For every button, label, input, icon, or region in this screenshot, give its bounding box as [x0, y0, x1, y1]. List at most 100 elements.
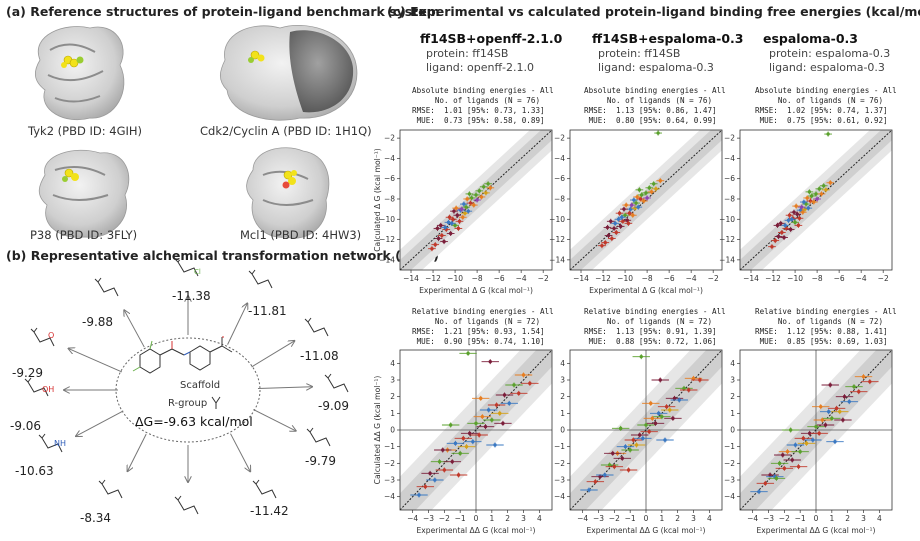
x-tick-label: −10: [447, 274, 463, 283]
data-point: [785, 212, 794, 218]
network-node-value: -9.06: [10, 419, 41, 433]
data-point: [804, 205, 813, 211]
data-point: [477, 194, 486, 200]
data-point: [861, 379, 879, 385]
data-point: [791, 219, 799, 225]
cdk2-label: Cdk2/Cyclin A (PBD ID: 1H1Q): [200, 124, 372, 138]
data-point: [586, 479, 605, 485]
y-tick-label: −8: [554, 194, 565, 203]
data-point: [637, 422, 655, 428]
network-arrow: [128, 433, 147, 471]
data-point: [458, 214, 467, 220]
y-tick-label: −2: [384, 459, 395, 468]
data-point: [443, 459, 461, 465]
data-point: [661, 407, 679, 413]
data-point: [464, 208, 473, 214]
x-tick-label: 1: [829, 514, 834, 523]
cyclopentyl-icon: [324, 373, 349, 393]
x-tick-label: 4: [707, 514, 712, 523]
y-tick-label: 2: [560, 392, 565, 401]
data-point: [434, 447, 452, 453]
data-point: [813, 417, 832, 423]
x-tick-label: −1: [625, 514, 636, 523]
svg-text:Cl: Cl: [194, 268, 201, 276]
x-tick-label: −8: [812, 274, 823, 283]
x-tick-label: 2: [845, 514, 850, 523]
data-point: [656, 178, 665, 184]
y-tick-label: −1: [554, 442, 565, 451]
y-tick-label: 4: [730, 359, 735, 368]
data-point: [654, 130, 662, 136]
methylamino-icon: NH: [38, 433, 66, 453]
data-point: [854, 374, 873, 380]
data-point: [845, 384, 863, 390]
y-tick-label: −2: [554, 459, 565, 468]
data-point: [807, 424, 825, 430]
data-point: [805, 189, 814, 195]
y-tick-label: 3: [560, 376, 565, 385]
data-point: [598, 243, 606, 249]
x-tick-label: 3: [521, 514, 526, 523]
data-point: [482, 190, 490, 196]
data-point: [604, 450, 622, 456]
y-tick-label: −1: [384, 442, 395, 451]
data-point: [470, 432, 488, 438]
network-node-value: -8.34: [80, 511, 111, 525]
binding-energy-plots: −14 −12 −10 −8 −6 −4 −2−14−12−10−8−6−4−2Experi…: [373, 129, 893, 535]
network-node-value: -9.29: [12, 366, 43, 380]
data-point: [619, 467, 638, 473]
data-point: [645, 185, 654, 191]
data-point: [665, 395, 684, 401]
data-point: [803, 195, 812, 201]
identity-line: [570, 130, 722, 270]
x-tick-label: −8: [642, 274, 653, 283]
panel-a-title: (a) Reference structures of protein-liga…: [6, 4, 440, 19]
data-point: [795, 215, 804, 221]
data-point: [433, 225, 442, 231]
network-arrow: [230, 433, 251, 472]
data-point: [624, 437, 643, 443]
data-point: [495, 392, 514, 398]
data-point: [472, 192, 480, 198]
x-tick-label: 0: [474, 514, 479, 523]
data-point: [612, 229, 621, 235]
y-tick-label: 3: [390, 376, 395, 385]
data-point: [613, 455, 631, 461]
data-point: [621, 447, 639, 453]
data-point: [467, 420, 485, 426]
data-point: [780, 235, 788, 241]
cyclopropyl-icon: [252, 479, 277, 499]
cyclopropyl-methyl-icon: [248, 269, 273, 289]
x-tick-label: 3: [861, 514, 866, 523]
data-point: [819, 183, 828, 189]
data-point: [628, 212, 637, 218]
data-point: [463, 196, 472, 202]
data-point: [421, 470, 439, 476]
method-ligand: ligand: espaloma-0.3: [598, 61, 714, 74]
svg-text:OH: OH: [42, 385, 54, 394]
data-point: [826, 439, 844, 445]
x-tick-label: −3: [763, 514, 774, 523]
data-point: [809, 199, 818, 205]
data-point: [774, 233, 783, 240]
data-point: [606, 218, 615, 224]
data-point: [435, 467, 454, 473]
data-point: [804, 437, 822, 443]
data-point: [624, 220, 633, 226]
data-point: [450, 208, 458, 214]
data-point: [789, 464, 808, 470]
data-point: [434, 236, 443, 242]
y-tick-label: −3: [384, 476, 395, 485]
network-node-value: -11.38: [172, 289, 211, 303]
data-point: [455, 218, 464, 224]
y-tick-label: −14: [379, 255, 395, 264]
network-arrow: [253, 409, 295, 430]
x-tick-label: −4: [516, 274, 527, 283]
y-tick-label: 1: [560, 409, 565, 418]
data-point: [457, 206, 466, 212]
data-point: [410, 492, 428, 498]
data-point: [426, 477, 444, 483]
method-protein: protein: espaloma-0.3: [769, 47, 891, 60]
data-point: [792, 203, 801, 209]
